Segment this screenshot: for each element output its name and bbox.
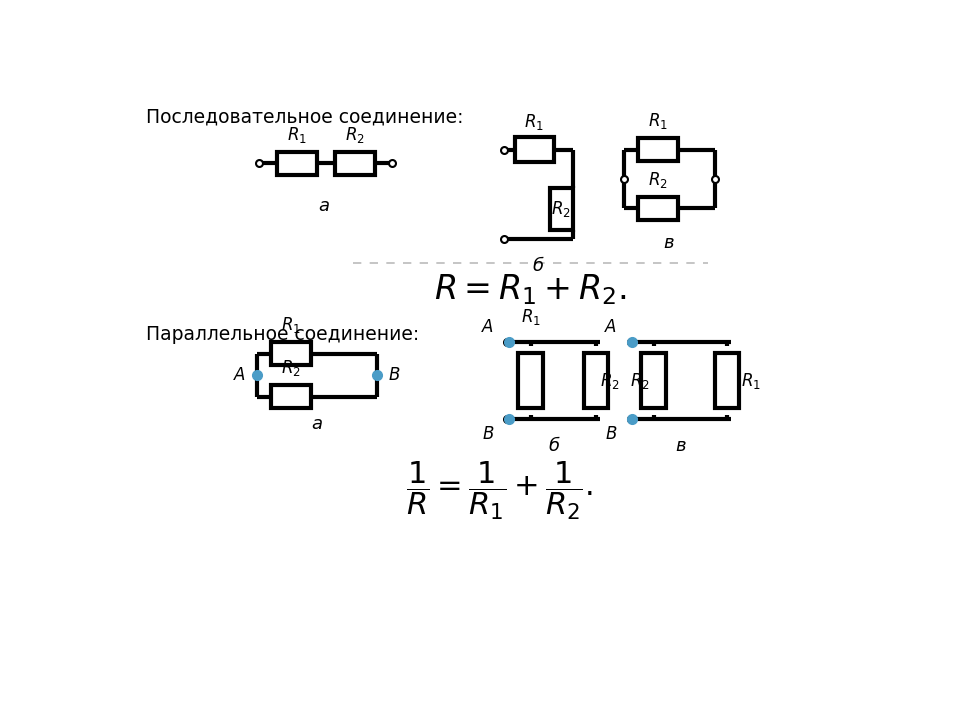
- Text: $R_1$: $R_1$: [281, 315, 301, 335]
- Text: $R_2$: $R_2$: [281, 359, 300, 378]
- Bar: [550, 188, 573, 230]
- Bar: [714, 353, 739, 408]
- Bar: [584, 353, 609, 408]
- Text: в: в: [675, 437, 686, 455]
- Text: $R_1$: $R_1$: [524, 112, 544, 132]
- Text: $\dfrac{1}{R} = \dfrac{1}{R_1} + \dfrac{1}{R_2}.$: $\dfrac{1}{R} = \dfrac{1}{R_1} + \dfrac{…: [406, 460, 593, 523]
- Text: б: б: [548, 437, 559, 455]
- Bar: [516, 138, 554, 162]
- Text: б: б: [533, 257, 543, 275]
- Text: A: A: [482, 318, 493, 336]
- Text: Параллельное соединение:: Параллельное соединение:: [146, 325, 419, 344]
- Text: A: A: [233, 366, 245, 384]
- Text: $R_2$: $R_2$: [648, 170, 667, 189]
- Text: $R_2$: $R_2$: [630, 371, 650, 390]
- Text: $R_1$: $R_1$: [741, 371, 760, 390]
- Text: $R_1$: $R_1$: [520, 307, 540, 327]
- Text: $R_2$: $R_2$: [551, 199, 571, 219]
- Text: $R_2$: $R_2$: [345, 125, 365, 145]
- Text: B: B: [389, 366, 400, 384]
- Text: Последовательное соединение:: Последовательное соединение:: [146, 107, 463, 126]
- Bar: [277, 152, 317, 175]
- Text: B: B: [606, 426, 616, 444]
- Text: A: A: [606, 318, 616, 336]
- Text: $R_1$: $R_1$: [648, 111, 667, 131]
- Text: $R_2$: $R_2$: [600, 371, 619, 390]
- Text: в: в: [663, 234, 675, 252]
- Bar: [271, 385, 311, 408]
- Text: B: B: [482, 426, 493, 444]
- Bar: [641, 353, 666, 408]
- Bar: [271, 342, 311, 365]
- Bar: [335, 152, 375, 175]
- Text: $R_1$: $R_1$: [287, 125, 307, 145]
- Bar: [518, 353, 542, 408]
- Bar: [637, 197, 678, 220]
- Text: а: а: [319, 197, 329, 215]
- Text: $R = R_1 + R_2.$: $R = R_1 + R_2.$: [434, 273, 627, 307]
- Bar: [637, 138, 678, 161]
- Text: а: а: [311, 415, 323, 433]
